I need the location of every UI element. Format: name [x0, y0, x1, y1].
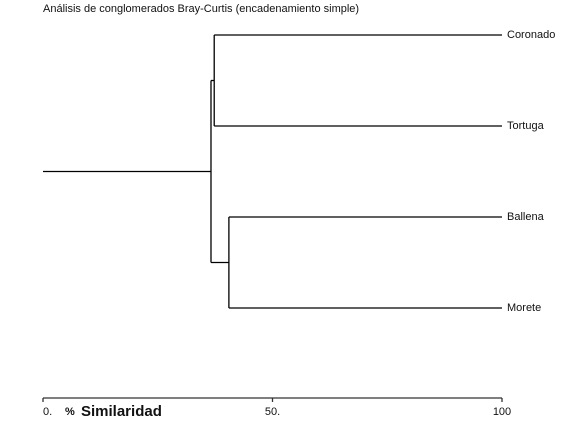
chart-title: Análisis de conglomerados Bray-Curtis (e… — [43, 3, 359, 15]
x-tick-label: 50. — [265, 406, 280, 418]
x-unit: % — [65, 406, 75, 418]
leaf-label: Ballena — [507, 211, 545, 223]
leaf-label: Coronado — [507, 29, 555, 41]
x-tick-label: 0. — [43, 406, 52, 418]
leaf-label: Tortuga — [507, 120, 545, 132]
x-label: Similaridad — [81, 403, 162, 420]
x-tick-label: 100 — [493, 406, 511, 418]
leaf-label: Morete — [507, 302, 541, 314]
